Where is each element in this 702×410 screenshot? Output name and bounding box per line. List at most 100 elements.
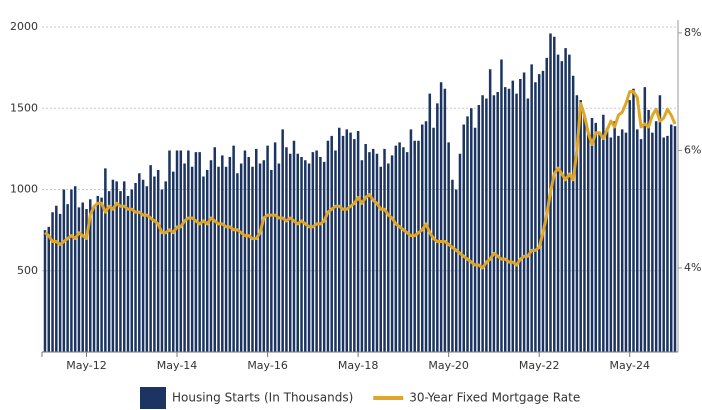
bar xyxy=(485,98,488,352)
bar xyxy=(281,129,284,352)
bar xyxy=(221,155,224,352)
bar xyxy=(353,139,356,352)
bar xyxy=(568,54,571,352)
bar xyxy=(43,230,47,352)
y-tick-label: 1500 xyxy=(10,101,38,114)
bar xyxy=(541,70,545,352)
bar xyxy=(160,189,164,352)
bar xyxy=(564,48,567,352)
bar xyxy=(62,189,66,352)
y-tick-label: 1000 xyxy=(10,183,38,196)
bar xyxy=(364,144,367,352)
bar xyxy=(371,148,375,352)
bar xyxy=(639,139,643,352)
bar xyxy=(138,173,141,352)
bar xyxy=(492,95,496,352)
bar xyxy=(379,166,382,352)
bar xyxy=(115,181,118,352)
x-tick-label: May-22 xyxy=(519,359,560,372)
bar xyxy=(104,168,107,352)
bar xyxy=(307,163,311,352)
bar xyxy=(553,36,556,352)
bar xyxy=(349,132,352,352)
bar xyxy=(375,153,379,352)
bar xyxy=(100,197,103,352)
bar xyxy=(273,142,277,352)
bar xyxy=(338,127,341,352)
bar xyxy=(409,129,413,352)
bar xyxy=(55,205,58,352)
bar xyxy=(387,163,390,352)
bar xyxy=(439,82,443,352)
bar xyxy=(345,129,349,352)
bar xyxy=(300,157,303,352)
bar xyxy=(575,95,579,352)
bar xyxy=(311,152,315,352)
legend-label: 30-Year Fixed Mortgage Rate xyxy=(409,391,580,405)
bar xyxy=(266,145,269,352)
bar xyxy=(315,150,318,352)
bar xyxy=(111,179,115,352)
bar xyxy=(556,54,560,352)
bar xyxy=(213,147,217,352)
bar xyxy=(470,108,473,352)
bar xyxy=(156,170,160,352)
bar xyxy=(92,205,96,352)
bar xyxy=(522,72,526,352)
bar xyxy=(149,165,152,352)
bar xyxy=(183,163,186,352)
bar xyxy=(428,93,432,352)
bar xyxy=(47,226,51,352)
bar xyxy=(247,157,250,352)
bar xyxy=(326,140,330,352)
bar xyxy=(602,114,605,352)
bar xyxy=(141,179,145,352)
y-tick-label: 2000 xyxy=(10,20,38,33)
bar xyxy=(187,150,190,352)
bar xyxy=(605,127,609,352)
bar xyxy=(262,160,266,352)
bar xyxy=(594,122,598,352)
bar xyxy=(515,93,518,352)
bar xyxy=(443,88,447,352)
bar xyxy=(130,189,134,352)
bar xyxy=(89,199,92,352)
bar xyxy=(651,132,654,352)
x-tick-label: May-20 xyxy=(428,359,469,372)
bar xyxy=(198,152,201,352)
bar xyxy=(643,87,647,352)
bar xyxy=(496,92,499,352)
bar xyxy=(288,153,292,352)
bar xyxy=(239,163,243,352)
bar xyxy=(202,176,205,352)
bar xyxy=(179,150,183,352)
bar xyxy=(507,88,511,352)
x-tick-label: May-14 xyxy=(157,359,198,372)
legend-label: Housing Starts (In Thousands) xyxy=(172,391,353,405)
bar xyxy=(251,166,254,352)
bar xyxy=(232,145,235,352)
bar xyxy=(107,191,111,352)
bar xyxy=(368,152,371,352)
bar xyxy=(647,109,650,352)
bar xyxy=(209,160,213,352)
x-tick-label: May-16 xyxy=(247,359,288,372)
bar xyxy=(420,124,424,352)
bar xyxy=(119,191,122,352)
bar xyxy=(70,189,73,352)
bar xyxy=(530,64,533,352)
bar xyxy=(673,126,677,352)
bar xyxy=(164,181,167,352)
bar xyxy=(617,135,620,352)
bar xyxy=(190,166,194,352)
bar xyxy=(466,116,469,352)
bar xyxy=(341,135,345,352)
bar xyxy=(413,140,416,352)
bar xyxy=(390,155,394,352)
bar xyxy=(77,207,81,352)
bar xyxy=(168,150,171,352)
bar xyxy=(473,127,477,352)
bar xyxy=(583,114,586,352)
bar xyxy=(669,124,673,352)
